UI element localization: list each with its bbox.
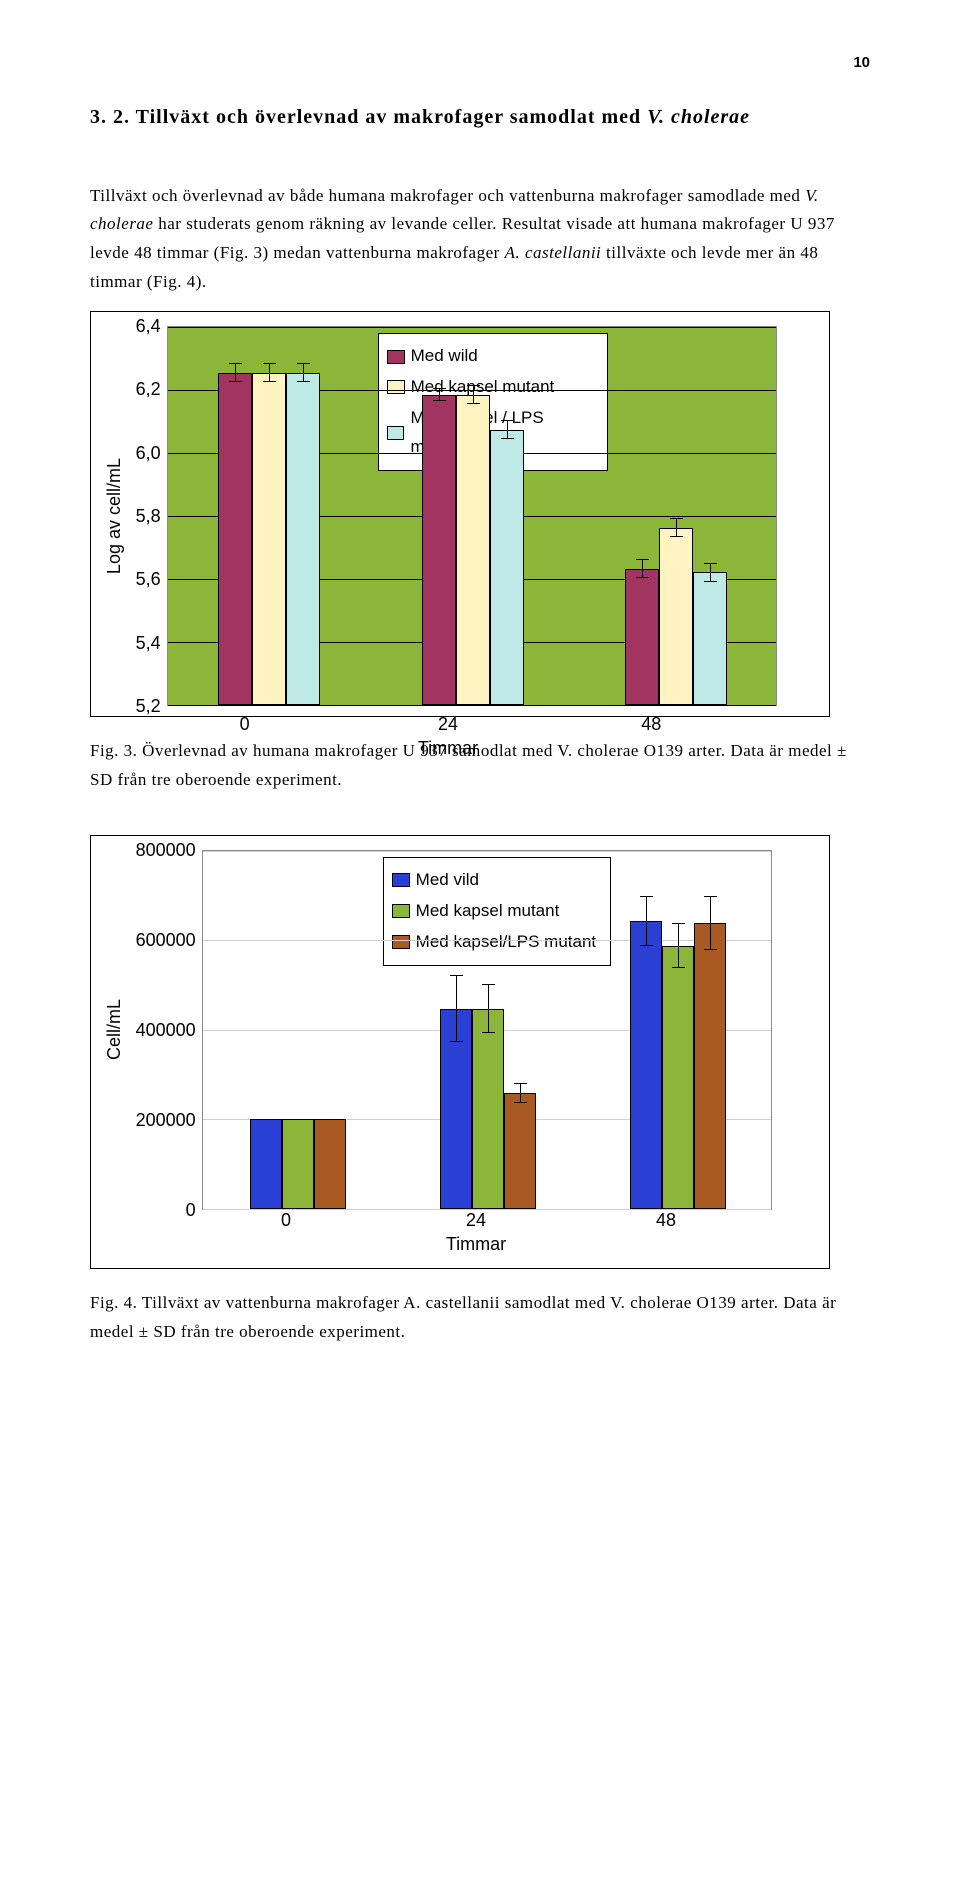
chart2-legend: Med vildMed kapsel mutantMed kapsel/LPS … — [383, 857, 611, 966]
chart2-legend-label: Med kapsel/LPS mutant — [416, 928, 596, 957]
chart1-bar — [490, 430, 524, 706]
chart2-legend-item: Med kapsel mutant — [392, 897, 602, 926]
page-number: 10 — [90, 50, 870, 76]
section-title: 3. 2. Tillväxt och överlevnad av makrofa… — [90, 100, 870, 134]
chart1-ylabel: Log av cell/mL — [97, 458, 132, 574]
figure-3-chart: Log av cell/mL 6,46,26,05,85,65,45,2 Med… — [90, 311, 830, 717]
chart1-legend-swatch — [387, 380, 405, 394]
chart2-error-bar — [710, 896, 711, 950]
caption4-species-1: A. castellanii — [403, 1293, 500, 1312]
chart1-legend-swatch — [387, 350, 405, 364]
chart1-gridline — [168, 327, 776, 328]
chart1-error-bar — [642, 559, 643, 578]
section-title-species: V. cholerae — [647, 106, 750, 128]
chart1-plot-area: Med wildMed kapsel mutantMed kapsel / LP… — [167, 326, 777, 706]
chart1-error-bar — [676, 518, 677, 537]
chart2-yaxis: 8000006000004000002000000 — [136, 850, 196, 1210]
chart1-error-bar — [303, 363, 304, 382]
chart1-legend-item: Med wild — [387, 342, 599, 371]
body-paragraph: Tillväxt och överlevnad av både humana m… — [90, 182, 870, 298]
chart1-bar — [286, 373, 320, 706]
chart1-legend-label: Med wild — [411, 342, 478, 371]
figure-4-chart: Cell/mL 8000006000004000002000000 Med vi… — [90, 835, 830, 1269]
chart1-yaxis: 6,46,26,05,85,65,45,2 — [136, 326, 161, 706]
para-text: Tillväxt och överlevnad av både humana m… — [90, 186, 805, 205]
chart2-legend-label: Med vild — [416, 866, 479, 895]
chart1-bar — [693, 572, 727, 705]
chart1-bar — [625, 569, 659, 705]
chart2-bar — [630, 921, 662, 1209]
chart2-error-bar — [488, 984, 489, 1034]
chart2-error-bar — [456, 975, 457, 1043]
chart1-bar — [659, 528, 693, 705]
chart2-legend-swatch — [392, 904, 410, 918]
chart1-legend-swatch — [387, 426, 405, 440]
chart2-xlabel: Timmar — [191, 1229, 761, 1260]
chart2-legend-item: Med vild — [392, 866, 602, 895]
chart1-error-bar — [235, 363, 236, 382]
chart2-legend-swatch — [392, 873, 410, 887]
chart1-bar — [252, 373, 286, 706]
chart2-gridline — [203, 940, 771, 941]
chart1-error-bar — [439, 388, 440, 401]
chart1-error-bar — [473, 385, 474, 404]
chart2-error-bar — [520, 1083, 521, 1103]
chart2-bar — [694, 923, 726, 1209]
chart2-legend-swatch — [392, 935, 410, 949]
chart2-error-bar — [646, 896, 647, 946]
chart1-bar — [218, 373, 252, 706]
chart2-bar — [662, 946, 694, 1209]
chart2-ylabel: Cell/mL — [97, 999, 132, 1060]
chart1-error-bar — [269, 363, 270, 382]
chart1-error-bar — [710, 563, 711, 582]
chart2-error-bar — [678, 923, 679, 968]
chart2-bar — [282, 1119, 314, 1209]
chart1-error-bar — [507, 420, 508, 439]
chart2-gridline — [203, 851, 771, 852]
section-title-text: 3. 2. Tillväxt och överlevnad av makrofa… — [90, 106, 647, 128]
chart1-xlabel: Timmar — [143, 733, 753, 764]
caption4-text: Fig. 4. Tillväxt av vattenburna makrofag… — [90, 1293, 403, 1312]
chart1-bar — [422, 395, 456, 705]
chart2-bar — [504, 1093, 536, 1209]
chart2-bar — [472, 1009, 504, 1209]
caption4-text: samodlat med — [500, 1293, 610, 1312]
chart2-plot-area: Med vildMed kapsel mutantMed kapsel/LPS … — [202, 850, 772, 1210]
chart1-bar — [456, 395, 490, 705]
para-species-2: A. castellanii — [505, 243, 602, 262]
chart1-legend-item: Med kapsel mutant — [387, 373, 599, 402]
chart2-bar — [250, 1119, 282, 1209]
chart1-gridline — [168, 705, 776, 706]
chart2-legend-label: Med kapsel mutant — [416, 897, 560, 926]
chart2-bar — [314, 1119, 346, 1209]
caption4-species-2: V. cholerae — [610, 1293, 692, 1312]
chart2-legend-item: Med kapsel/LPS mutant — [392, 928, 602, 957]
figure-4-caption: Fig. 4. Tillväxt av vattenburna makrofag… — [90, 1289, 870, 1347]
